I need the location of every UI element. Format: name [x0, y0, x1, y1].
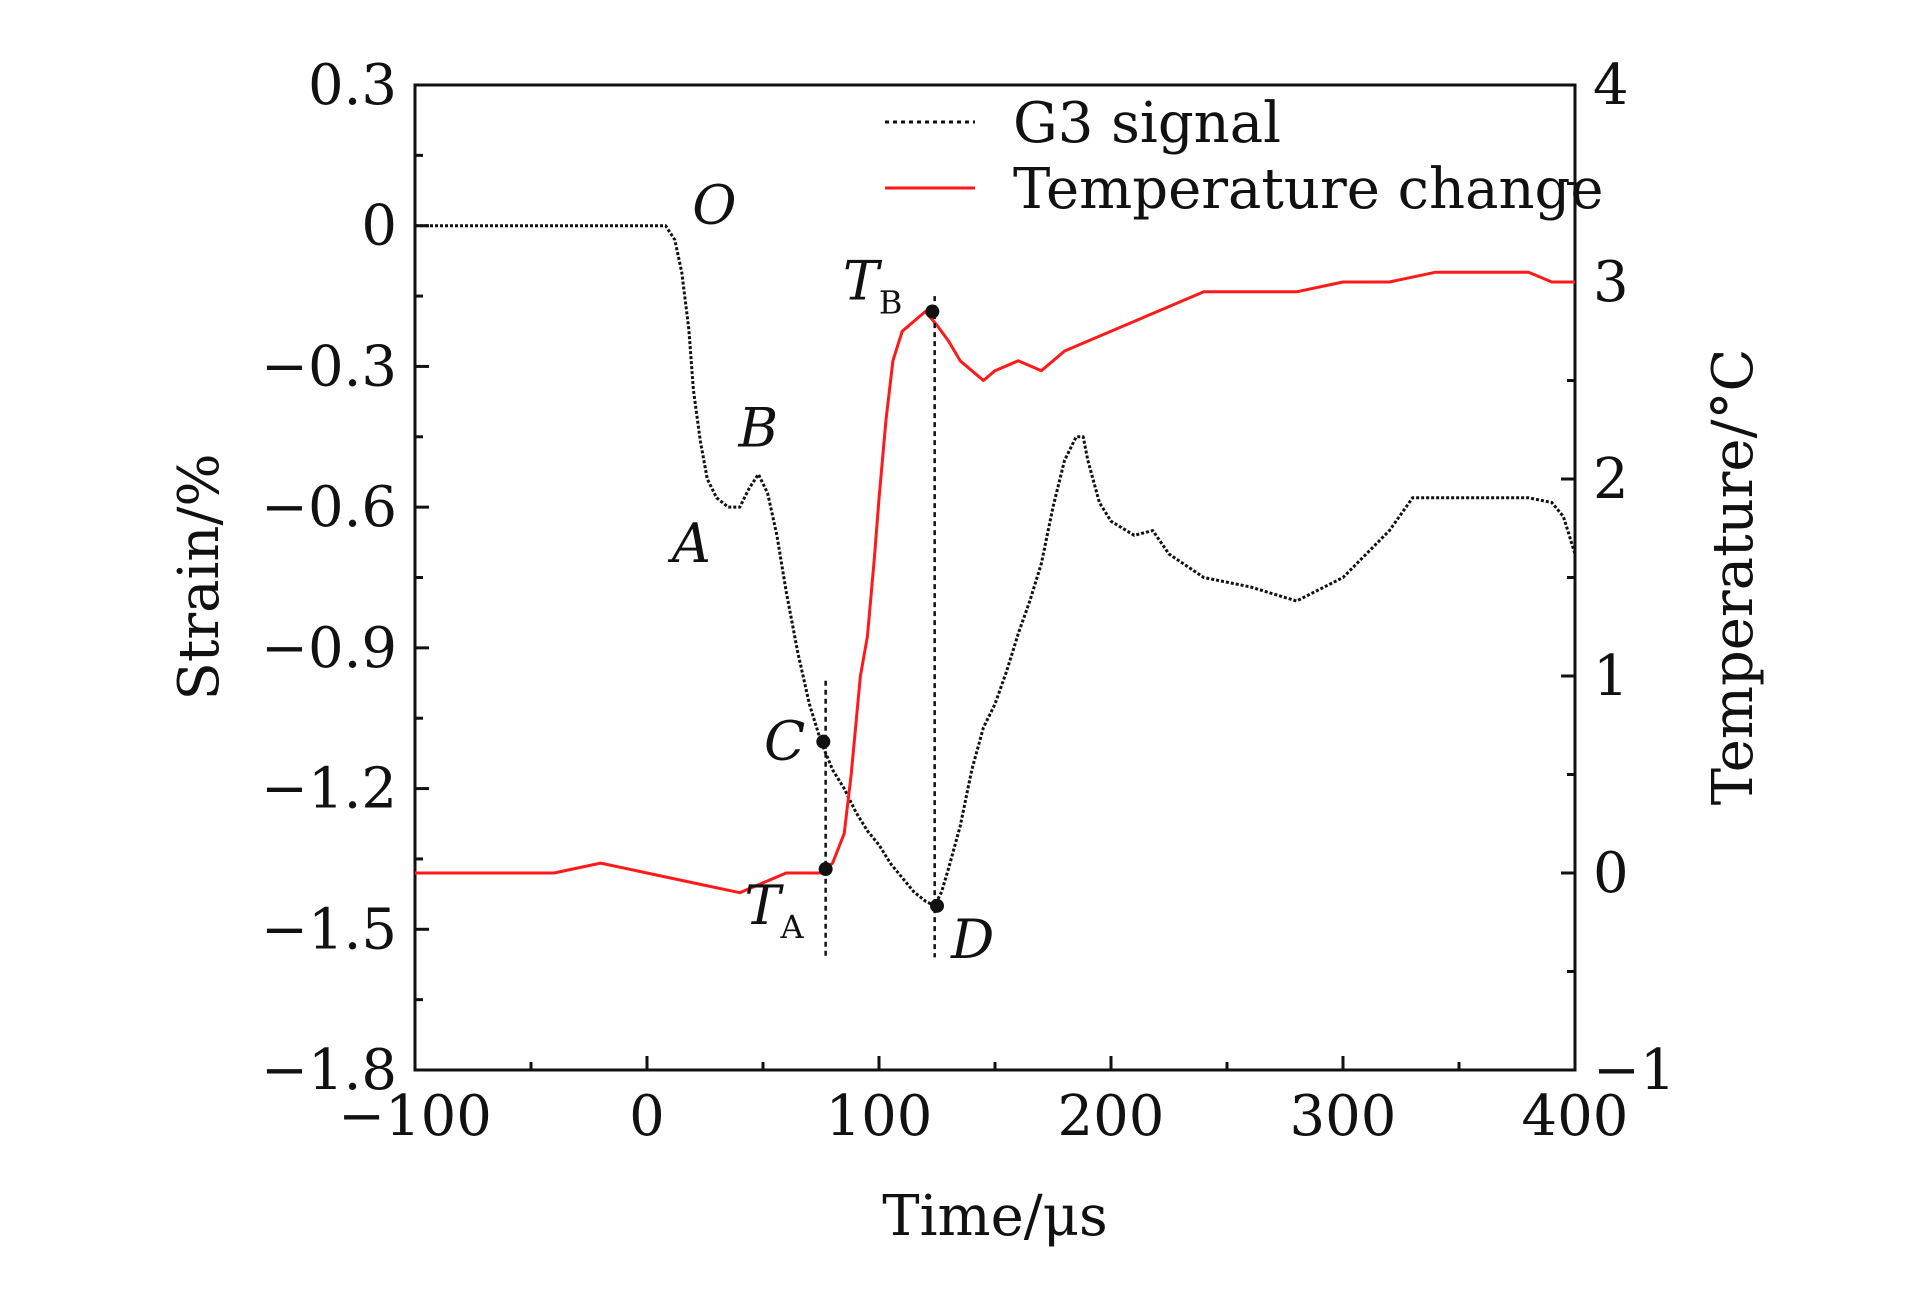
y-left-tick-label: −0.6 [261, 475, 397, 540]
y-right-tick-label: 1 [1593, 644, 1629, 709]
y-left-tick-label: −1.2 [261, 757, 397, 822]
point-c-marker [816, 734, 831, 749]
point-c-label: C [764, 710, 805, 773]
point-ta-label: TA [744, 874, 804, 946]
plot-frame [413, 83, 1577, 1072]
y-axis-left-title: Strain/% [167, 453, 232, 700]
y-left-tick-label: −0.3 [261, 334, 397, 399]
y-left-tick-label: −1.5 [261, 897, 397, 962]
x-tick-label: −100 [338, 1084, 492, 1149]
x-axis-title: Time/μs [882, 1184, 1108, 1249]
point-d-label: D [950, 908, 994, 971]
legend-label-temperature-change: Temperature change [1013, 157, 1604, 222]
y-left-tick-label: −1.8 [261, 1038, 397, 1103]
x-tick-label: 200 [1058, 1084, 1165, 1149]
point-o-label: O [692, 174, 736, 237]
point-b-label: B [738, 396, 779, 459]
y-left-tick-label: −0.9 [261, 616, 397, 681]
point-a-label: A [667, 512, 711, 575]
series-line-temperature-change [415, 270, 1575, 895]
y-right-tick-label: 0 [1593, 841, 1629, 906]
y-right-tick-label: 2 [1593, 447, 1629, 512]
y-left-tick-label: 0 [361, 194, 397, 259]
x-tick-label: 300 [1290, 1084, 1397, 1149]
point-tb-marker [925, 304, 940, 319]
y-right-tick-label: −1 [1593, 1038, 1676, 1103]
series-layer [415, 224, 1577, 908]
point-tb-label: TB [843, 250, 903, 322]
y-axis-right-title: Temperature/°C [1701, 349, 1766, 806]
x-tick-label: 100 [826, 1084, 933, 1149]
y-right-tick-label: 4 [1593, 53, 1629, 118]
y-right-tick-label: 3 [1593, 250, 1629, 315]
x-axis: −100 0 100 200 300 400 [338, 1056, 1628, 1149]
legend-label-g3-signal: G3 signal [1013, 91, 1281, 156]
point-ta-marker [818, 862, 833, 877]
point-tb-subscript: B [879, 284, 903, 322]
x-tick-label: 400 [1522, 1084, 1629, 1149]
point-d-marker [930, 898, 944, 913]
y-left-tick-label: 0.3 [308, 53, 397, 118]
x-tick-label: 0 [629, 1084, 665, 1149]
point-ta-subscript: A [780, 908, 805, 946]
y-axis-right: 4 3 2 1 0 −1 [1561, 53, 1676, 1103]
y-axis-left: 0.3 0 −0.3 −0.6 −0.9 −1.2 −1.5 −1.8 [261, 53, 429, 1103]
legend: G3 signal Temperature change [885, 91, 1604, 222]
series-line-g3-signal [415, 224, 1577, 908]
